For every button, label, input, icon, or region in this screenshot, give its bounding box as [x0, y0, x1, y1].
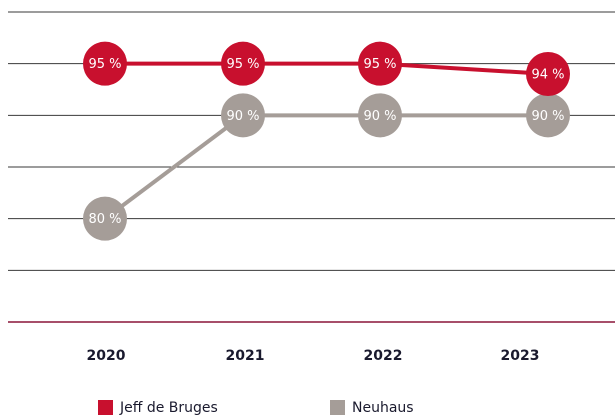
point-marker — [358, 41, 402, 86]
data-label: 94 % — [531, 68, 564, 83]
legend-label: Jeff de Bruges — [119, 400, 218, 416]
x-tick-label: 2020 — [87, 348, 126, 364]
data-label: 90 % — [226, 109, 259, 124]
data-label: 95 % — [226, 57, 259, 72]
legend-label: Neuhaus — [352, 400, 414, 416]
data-label: 90 % — [531, 109, 564, 124]
point-marker — [358, 93, 402, 138]
point-marker — [83, 41, 127, 86]
data-label: 95 % — [88, 57, 121, 72]
series-line — [105, 61, 549, 76]
data-label: 95 % — [363, 57, 396, 72]
legend-swatch — [98, 400, 113, 415]
x-tick-label: 2022 — [364, 348, 403, 364]
point-marker — [221, 41, 265, 86]
point-marker — [526, 52, 570, 96]
point-marker — [83, 196, 127, 241]
x-tick-label: 2021 — [226, 348, 265, 364]
series-line — [103, 113, 548, 221]
point-marker — [221, 93, 265, 138]
legend-swatch — [330, 400, 345, 415]
data-label: 90 % — [363, 109, 396, 124]
x-tick-label: 2023 — [501, 348, 540, 364]
data-label: 80 % — [88, 212, 121, 227]
point-marker — [526, 93, 570, 138]
